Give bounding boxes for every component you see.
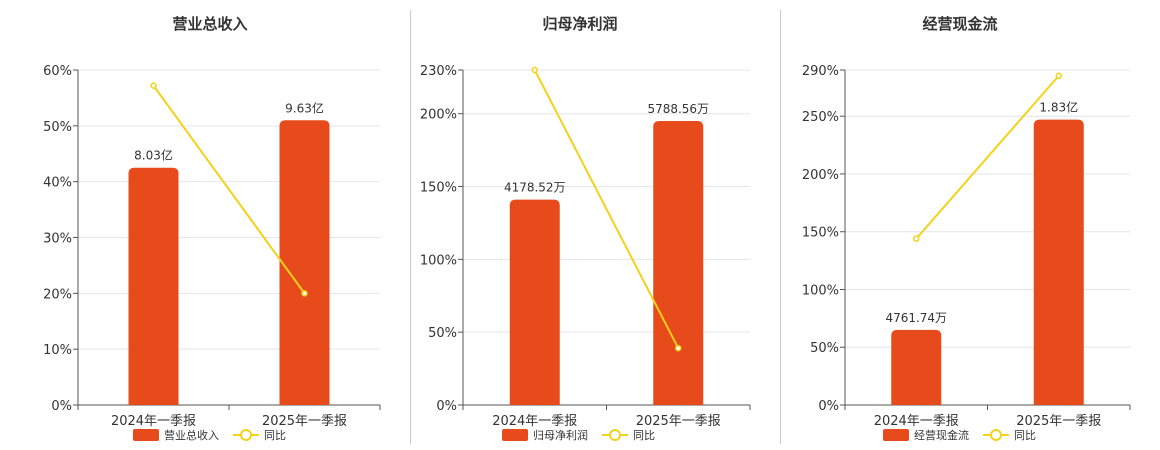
y-tick-label: 50% <box>43 120 72 135</box>
bar <box>128 167 179 405</box>
panel-divider <box>780 10 781 444</box>
y-tick-label: 200% <box>420 108 457 123</box>
y-tick-label: 290% <box>802 64 839 79</box>
legend-revenue[interactable]: 营业总收入 同比 <box>133 426 286 444</box>
chart-title: 营业总收入 <box>172 15 247 33</box>
y-tick-label: 0% <box>436 399 457 414</box>
yoy-line <box>152 85 306 294</box>
bar <box>1033 119 1084 405</box>
y-tick-label: 50% <box>428 326 457 341</box>
legend-bar-swatch <box>502 429 528 441</box>
legend-bar-swatch <box>133 429 159 441</box>
legend-line-label: 同比 <box>264 429 286 442</box>
chart-title: 经营现金流 <box>922 15 997 33</box>
y-tick-label: 30% <box>43 232 72 247</box>
bar <box>891 329 942 405</box>
y-tick-label: 0% <box>818 399 839 414</box>
y-tick-label: 10% <box>43 343 72 358</box>
x-tick-label: 2025年一季报 <box>636 414 721 429</box>
panel-divider <box>410 10 411 444</box>
yoy-point <box>150 82 157 89</box>
y-tick-label: 40% <box>43 176 72 191</box>
y-tick-label: 20% <box>43 287 72 302</box>
y-tick-label: 60% <box>43 64 72 79</box>
legend-cash-flow[interactable]: 经营现金流 同比 <box>883 426 1036 444</box>
x-tick-label: 2024年一季报 <box>874 414 959 429</box>
bar-data-label: 9.63亿 <box>285 100 324 115</box>
y-tick-label: 0% <box>51 399 72 414</box>
legend-bar-label: 营业总收入 <box>164 429 219 442</box>
x-tick-label: 2024年一季报 <box>111 414 196 429</box>
chart-title: 归母净利润 <box>542 15 617 33</box>
bar-data-label: 8.03亿 <box>134 148 173 163</box>
legend-line-label: 同比 <box>1014 429 1036 442</box>
y-tick-label: 100% <box>802 283 839 298</box>
legend-bar-swatch <box>883 429 909 441</box>
yoy-line <box>533 69 680 349</box>
x-tick-label: 2025年一季报 <box>1016 414 1101 429</box>
legend-line-icon <box>983 429 1009 441</box>
bar <box>653 120 704 405</box>
bar-data-label: 1.83亿 <box>1039 100 1078 115</box>
yoy-point <box>675 344 682 352</box>
legend-bar-label: 经营现金流 <box>914 429 969 442</box>
yoy-line <box>915 75 1060 240</box>
bar-data-label: 5788.56万 <box>647 102 709 116</box>
yoy-point <box>531 66 538 74</box>
y-tick-label: 100% <box>420 253 457 268</box>
yoy-point <box>1055 72 1062 80</box>
legend-line-label: 同比 <box>633 429 655 442</box>
y-tick-label: 150% <box>802 226 839 241</box>
y-tick-label: 150% <box>420 181 457 196</box>
bar-data-label: 4761.74万 <box>885 311 947 325</box>
legend-line-icon <box>233 429 259 441</box>
x-tick-label: 2024年一季报 <box>492 414 577 429</box>
y-tick-label: 230% <box>420 64 457 79</box>
x-tick-label: 2025年一季报 <box>262 414 347 429</box>
bar-data-label: 4178.52万 <box>504 181 566 195</box>
bar <box>509 199 560 405</box>
yoy-point <box>913 235 920 242</box>
legend-net-profit[interactable]: 归母净利润 同比 <box>502 426 655 444</box>
y-tick-label: 200% <box>802 168 839 183</box>
y-tick-label: 50% <box>810 341 839 356</box>
legend-line-icon <box>602 429 628 441</box>
bar <box>279 120 330 405</box>
yoy-point <box>301 290 308 297</box>
y-tick-label: 250% <box>802 110 839 125</box>
legend-bar-label: 归母净利润 <box>533 429 588 442</box>
